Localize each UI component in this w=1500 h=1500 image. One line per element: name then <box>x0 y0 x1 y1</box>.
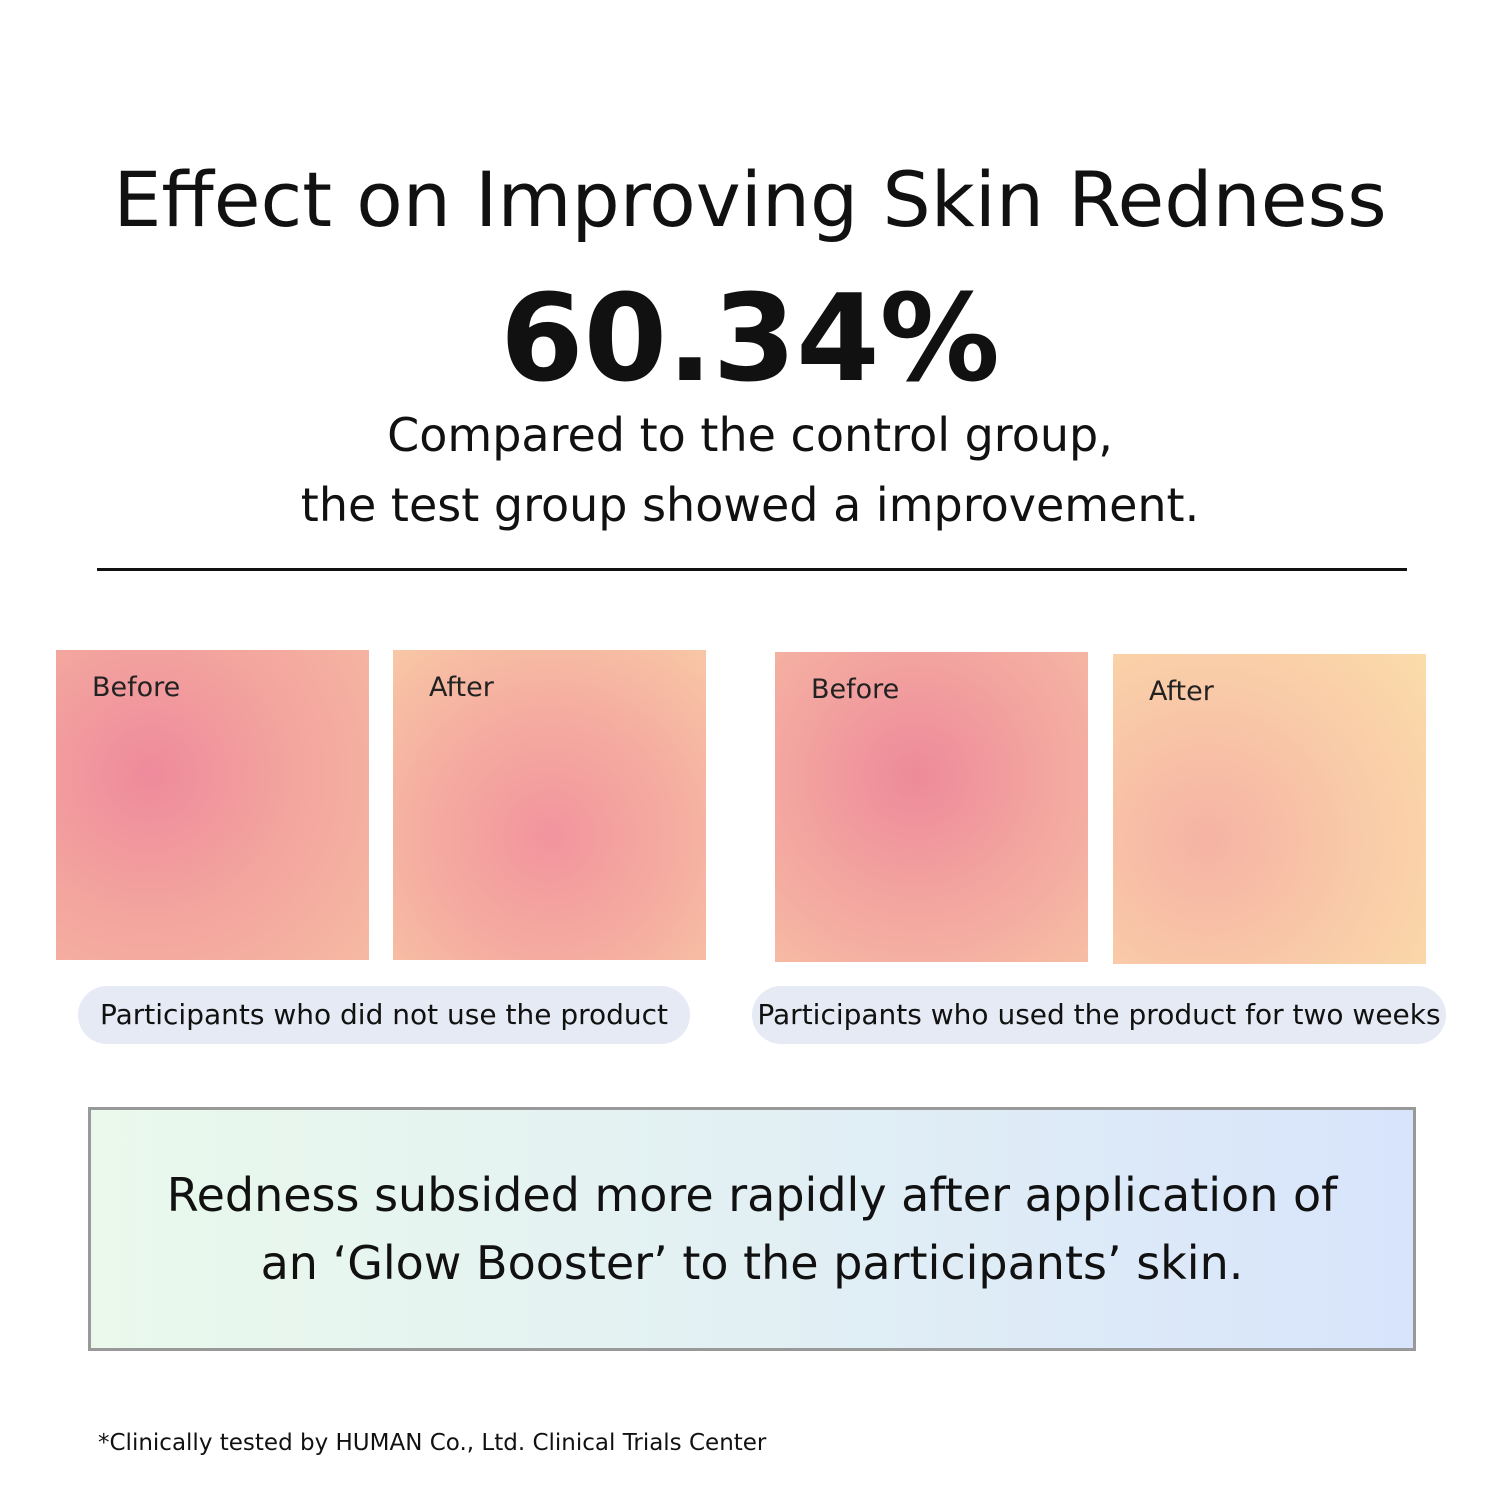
image-label: Before <box>92 672 181 703</box>
skin-image: Before <box>56 650 369 960</box>
stat: 60.34% <box>500 270 1000 409</box>
title: Effect on Improving Skin Redness <box>113 155 1387 244</box>
image-label: After <box>1149 676 1214 707</box>
image-label: After <box>429 672 494 703</box>
summary-box: Redness subsided more rapidly after appl… <box>88 1107 1416 1351</box>
caption: Participants who did not use the product <box>78 986 690 1044</box>
image-label: Before <box>811 674 900 705</box>
subtitle: Compared to the control group, <box>387 408 1113 462</box>
summary-line: an ‘Glow Booster’ to the participants’ s… <box>260 1236 1244 1290</box>
subtitle: the test group showed a improvement. <box>300 478 1200 532</box>
skin-image: After <box>1113 654 1426 964</box>
footnote: *Clinically tested by HUMAN Co., Ltd. Cl… <box>98 1430 767 1456</box>
caption: Participants who used the product for tw… <box>752 986 1446 1044</box>
divider <box>97 568 1407 571</box>
summary-line: Redness subsided more rapidly after appl… <box>166 1168 1338 1222</box>
skin-image: Before <box>775 652 1088 962</box>
skin-image: After <box>393 650 706 960</box>
